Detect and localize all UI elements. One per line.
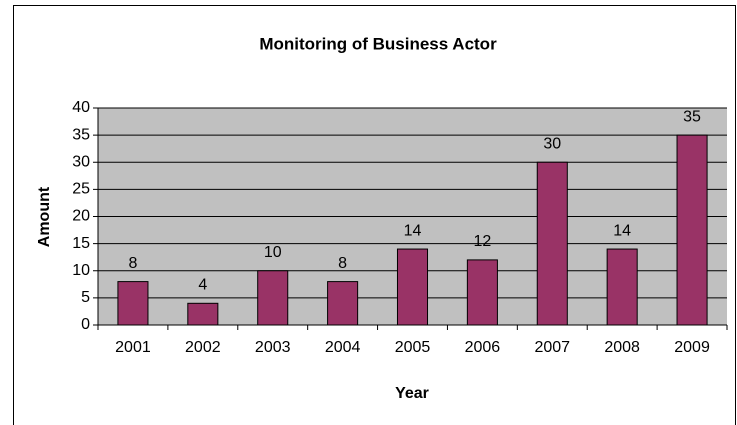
bar: [327, 281, 359, 326]
x-tick-label: 2001: [115, 339, 151, 356]
chart-title: Monitoring of Business Actor: [259, 34, 497, 53]
x-tick-label: 2005: [395, 339, 431, 356]
y-axis-title: Amount: [36, 186, 53, 247]
bar: [676, 134, 708, 326]
bar: [466, 259, 498, 326]
y-tick-label: 0: [81, 316, 90, 333]
x-tick-label: 2006: [465, 339, 501, 356]
x-tick-label: 2009: [674, 339, 710, 356]
bar: [606, 248, 638, 326]
x-tick-label: 2004: [325, 339, 361, 356]
x-tick-label: 2007: [534, 339, 570, 356]
bar: [396, 248, 429, 326]
data-label: 10: [264, 244, 282, 261]
x-tick-label: 2002: [185, 339, 221, 356]
bar: [117, 281, 149, 326]
data-label: 35: [683, 108, 701, 125]
bar: [536, 161, 568, 326]
y-tick-label: 40: [72, 99, 90, 116]
y-tick-label: 25: [72, 181, 90, 198]
y-tick-label: 30: [72, 153, 90, 170]
y-tick-label: 5: [81, 289, 90, 306]
x-tick-label: 2008: [604, 339, 640, 356]
bar: [257, 270, 289, 326]
data-label: 4: [198, 277, 207, 294]
data-label: 14: [613, 222, 631, 239]
data-label: 14: [404, 222, 422, 239]
data-label: 12: [473, 233, 491, 250]
y-tick-label: 15: [72, 235, 90, 252]
data-label: 8: [338, 255, 347, 272]
bar: [187, 302, 219, 326]
data-label: 8: [128, 255, 137, 272]
x-tick-label: 2003: [255, 339, 291, 356]
data-label: 30: [543, 135, 561, 152]
x-axis-title: Year: [395, 385, 429, 402]
y-tick-label: 20: [72, 208, 90, 225]
y-tick-label: 10: [72, 262, 90, 279]
y-tick-label: 35: [72, 126, 90, 143]
